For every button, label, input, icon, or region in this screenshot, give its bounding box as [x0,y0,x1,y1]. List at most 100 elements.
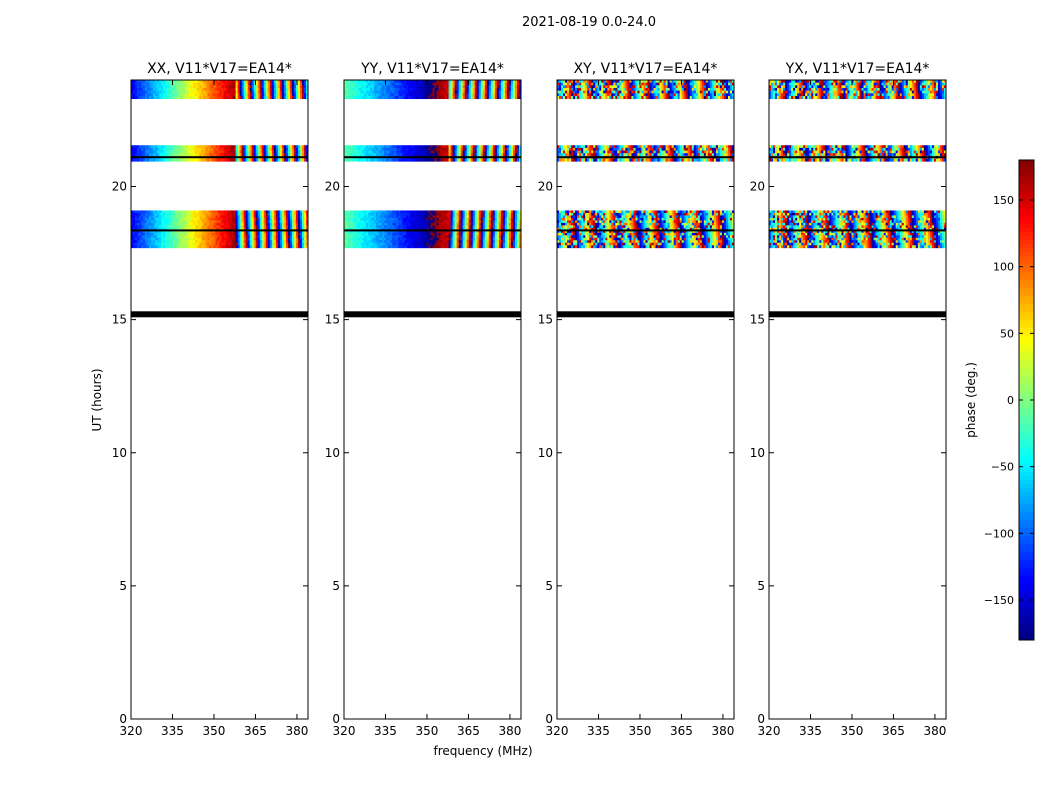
heatmap-cell [510,90,514,94]
heatmap-cell [275,212,279,216]
heatmap-cell [364,158,367,162]
heatmap-cell [227,82,230,86]
heatmap-cell [382,90,385,94]
heatmap-cell [249,242,253,246]
heatmap-cell [165,227,168,231]
heatmap-cell [398,158,401,162]
heatmap-cell [211,80,214,84]
heatmap-cell [496,145,500,149]
heatmap-cell [237,217,241,221]
heatmap-cell [384,85,387,89]
heatmap-cell [420,153,423,157]
heatmap-cell [243,82,247,86]
heatmap-cell [259,230,263,234]
heatmap-cell [420,158,423,162]
heatmap-cell [171,220,174,224]
heatmap-cell [376,150,379,154]
heatmap-cell [237,95,241,100]
heatmap-cell [344,210,347,214]
heatmap-cell [171,240,174,244]
heatmap-cell [462,90,466,94]
heatmap-cell [131,95,134,100]
heatmap-cell [147,235,150,239]
heatmap-cell [514,210,518,214]
heatmap-cell [291,93,295,97]
heatmap-cell [382,147,385,151]
heatmap-cell [364,153,367,157]
heatmap-cell [213,145,216,149]
heatmap-cell [352,153,355,157]
heatmap-cell [169,220,172,224]
heatmap-cell [456,150,460,154]
heatmap-cell [263,93,267,97]
heatmap-cell [293,240,297,244]
heatmap-cell [243,245,247,249]
heatmap-cell [277,80,281,84]
heatmap-cell [149,240,152,244]
heatmap-cell [364,150,367,154]
heatmap-cell [187,225,190,229]
heatmap-cell [203,215,206,219]
heatmap-cell [203,217,206,221]
heatmap-cell [460,215,464,219]
heatmap-cell [217,242,220,246]
heatmap-cell [360,85,363,89]
heatmap-cell [221,145,224,149]
heatmap-cell [299,82,303,86]
heatmap-cell [157,232,160,236]
heatmap-cell [392,82,395,86]
heatmap-cell [185,80,188,84]
heatmap-cell [283,87,287,92]
heatmap-cell [155,82,158,86]
heatmap-cell [131,240,134,244]
heatmap-cell [442,210,445,214]
heatmap-cell [398,147,401,151]
heatmap-cell [287,212,291,216]
heatmap-cell [303,212,307,216]
heatmap-cell [390,85,393,89]
heatmap-cell [209,93,212,97]
heatmap-cell [135,232,138,236]
heatmap-cell [500,158,504,162]
heatmap-cell [217,82,220,86]
heatmap-cell [416,90,419,94]
heatmap-cell [510,95,514,100]
heatmap-cell [279,150,283,154]
heatmap-cell [444,212,447,216]
heatmap-cell [239,225,243,229]
heatmap-cell [404,90,407,94]
heatmap-cell [287,147,291,151]
heatmap-cell [305,212,309,216]
heatmap-cell [289,153,293,157]
heatmap-cell [159,90,162,94]
heatmap-cell [135,242,138,246]
heatmap-cell [173,210,176,214]
heatmap-cell [390,212,393,216]
heatmap-cell [167,220,170,224]
heatmap-cell [295,217,299,221]
heatmap-cell [480,147,484,151]
heatmap-cell [207,212,210,216]
heatmap-cell [478,150,482,154]
heatmap-cell [508,147,512,151]
heatmap-cell [181,242,184,246]
heatmap-cell [215,242,218,246]
heatmap-cell [207,225,210,229]
heatmap-cell [131,80,134,84]
heatmap-cell [279,227,283,231]
heatmap-cell [420,215,423,219]
heatmap-cell [207,147,210,151]
heatmap-cell [380,82,383,86]
heatmap-cell [303,95,307,100]
heatmap-cell [201,153,204,157]
heatmap-cell [452,153,456,157]
heatmap-cell [452,80,456,84]
heatmap-cell [243,220,247,224]
heatmap-cell [269,210,273,214]
heatmap-cell [420,90,423,94]
heatmap-cell [283,237,287,241]
heatmap-cell [223,242,226,246]
heatmap-cell [480,158,484,162]
heatmap-cell [504,212,508,216]
heatmap-cell [275,232,279,236]
